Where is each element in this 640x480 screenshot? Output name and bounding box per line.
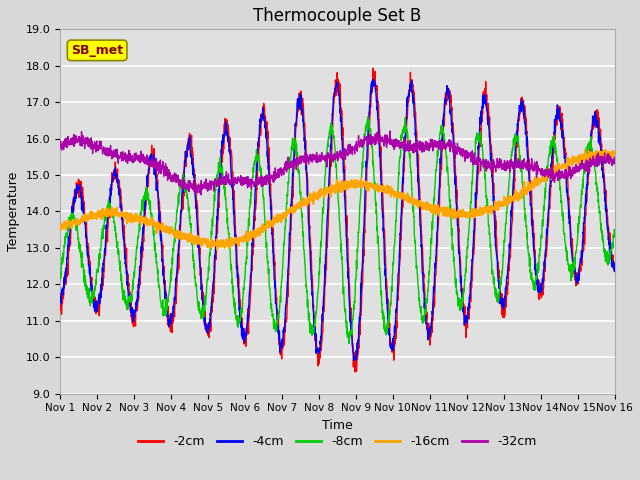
Text: SB_met: SB_met [71, 44, 123, 57]
Legend: -2cm, -4cm, -8cm, -16cm, -32cm: -2cm, -4cm, -8cm, -16cm, -32cm [133, 430, 541, 453]
Y-axis label: Temperature: Temperature [7, 172, 20, 251]
Title: Thermocouple Set B: Thermocouple Set B [253, 7, 422, 25]
X-axis label: Time: Time [322, 419, 353, 432]
